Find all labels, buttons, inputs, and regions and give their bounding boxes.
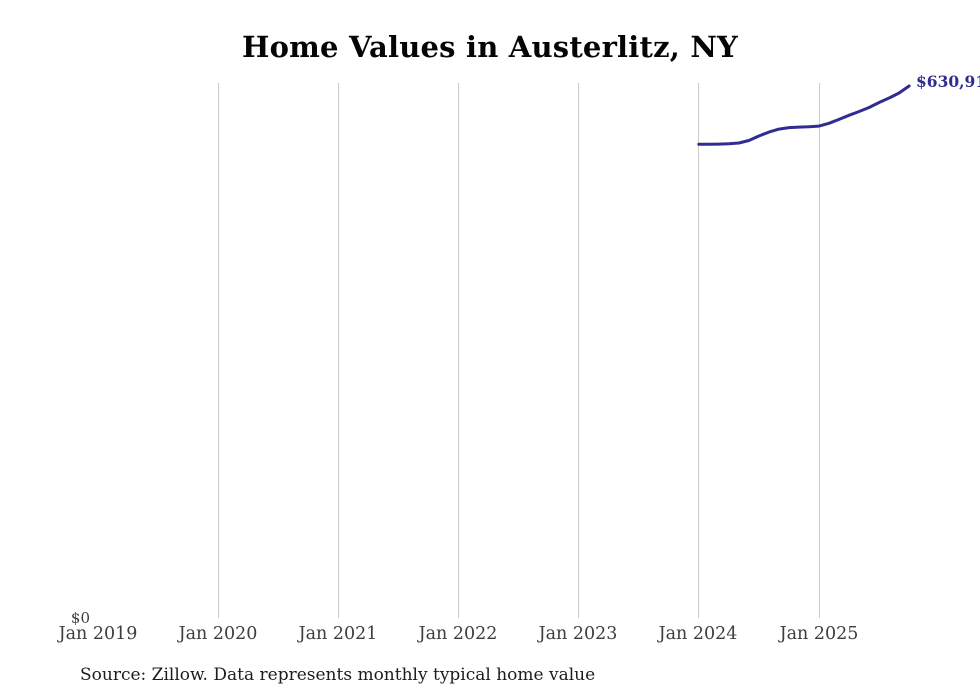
x-tick-label: Jan 2022: [418, 624, 498, 644]
latest-value-label: $630,91: [916, 72, 980, 91]
x-tick-label: Jan 2024: [658, 624, 738, 644]
gridlines: [218, 83, 820, 618]
chart-title: Home Values in Austerlitz, NY: [242, 30, 738, 64]
home-value-line: [697, 84, 911, 146]
x-tick-label: Jan 2025: [779, 624, 859, 644]
x-tick-label: Jan 2021: [298, 624, 378, 644]
x-tick-label: Jan 2019: [58, 624, 138, 644]
x-tick-label: Jan 2023: [538, 624, 618, 644]
x-tick-label: Jan 2020: [178, 624, 258, 644]
source-note: Source: Zillow. Data represents monthly …: [80, 665, 596, 685]
y-axis-zero-label: $0: [70, 609, 90, 627]
